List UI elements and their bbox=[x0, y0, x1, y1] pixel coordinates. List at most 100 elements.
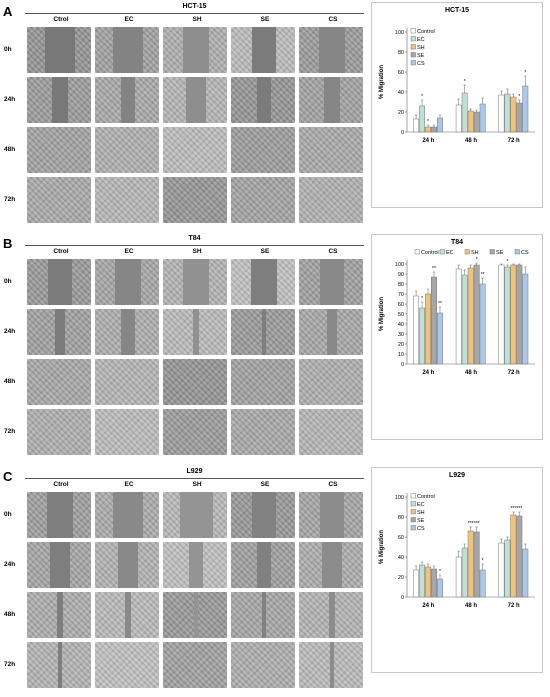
x-tick-label: 72 h bbox=[508, 603, 520, 609]
bar bbox=[425, 566, 431, 598]
bar bbox=[510, 264, 517, 365]
y-tick-label: 0 bbox=[401, 595, 404, 601]
micrograph-tile bbox=[298, 26, 364, 74]
legend-label: Control bbox=[417, 29, 435, 35]
y-tick-label: 100 bbox=[395, 495, 404, 501]
bar bbox=[431, 568, 437, 598]
micrograph-tile bbox=[230, 258, 296, 306]
bar bbox=[516, 102, 523, 133]
micrograph-tile bbox=[230, 408, 296, 456]
bar bbox=[419, 105, 425, 133]
bar bbox=[413, 118, 420, 133]
column-label: Ctrol bbox=[53, 16, 69, 23]
column-label: EC bbox=[124, 248, 134, 255]
wound-gap bbox=[330, 642, 334, 688]
micrograph-tile bbox=[26, 541, 92, 589]
micrograph-tile bbox=[26, 408, 92, 456]
wound-gap bbox=[322, 542, 342, 588]
bar bbox=[504, 539, 511, 598]
micrograph-tile bbox=[94, 408, 160, 456]
legend-label: CS bbox=[417, 61, 425, 67]
micrograph-tile bbox=[94, 258, 160, 306]
micrograph-tile bbox=[162, 258, 228, 306]
micrograph-tile bbox=[230, 491, 296, 539]
row-label: 0h bbox=[4, 46, 12, 53]
x-tick-label: 24 h bbox=[422, 370, 434, 376]
bar bbox=[498, 264, 505, 365]
bar bbox=[455, 104, 462, 133]
bar bbox=[461, 92, 468, 133]
y-tick-label: 20 bbox=[398, 575, 404, 581]
y-axis-label: % Migration bbox=[379, 65, 385, 99]
bar bbox=[473, 111, 480, 133]
wound-gap bbox=[113, 492, 143, 538]
legend-label: SH bbox=[417, 510, 425, 516]
micrograph-tile bbox=[162, 358, 228, 406]
wound-gap bbox=[121, 309, 135, 355]
wound-gap bbox=[189, 542, 203, 588]
legend-label: EC bbox=[417, 502, 425, 508]
significance-mark: * bbox=[421, 94, 423, 100]
micrograph-tile bbox=[162, 408, 228, 456]
row-label: 0h bbox=[4, 278, 12, 285]
micrograph-tile bbox=[26, 176, 92, 224]
legend-swatch bbox=[410, 28, 416, 34]
row-label: 48h bbox=[4, 146, 16, 153]
chart-box: HCT-15 0 20 40 60 80 100 % Migration 24 h * * 48 h *… bbox=[371, 2, 543, 208]
row-label: 24h bbox=[4, 96, 16, 103]
significance-mark: * bbox=[518, 94, 520, 100]
legend-swatch bbox=[410, 509, 416, 515]
column-label: SE bbox=[260, 248, 270, 255]
micrograph-tile bbox=[230, 76, 296, 124]
wound-gap bbox=[46, 492, 74, 538]
micrograph-tile bbox=[94, 541, 160, 589]
bar bbox=[516, 515, 523, 598]
row-label: 72h bbox=[4, 196, 16, 203]
y-tick-label: 80 bbox=[398, 282, 404, 288]
column-label: EC bbox=[124, 481, 134, 488]
micrograph-tile bbox=[298, 76, 364, 124]
wound-gap bbox=[320, 492, 344, 538]
micrograph-tile bbox=[298, 491, 364, 539]
row-label: 24h bbox=[4, 328, 16, 335]
bar bbox=[522, 273, 529, 365]
wound-gap bbox=[262, 309, 266, 355]
bar bbox=[455, 268, 462, 365]
micrograph-tile bbox=[162, 541, 228, 589]
chart-box: T84 0 10 20 30 40 50 60 70 80 90 100 % Migration 24 h… bbox=[371, 234, 543, 440]
micrograph-tile bbox=[26, 491, 92, 539]
y-tick-label: 40 bbox=[398, 555, 404, 561]
micrograph-tile bbox=[230, 308, 296, 356]
legend-swatch bbox=[514, 249, 520, 255]
micrograph-tile bbox=[162, 491, 228, 539]
y-tick-label: 80 bbox=[398, 50, 404, 56]
micrograph-tile bbox=[94, 26, 160, 74]
wound-gap bbox=[320, 259, 344, 305]
bar bbox=[467, 267, 474, 365]
column-label: EC bbox=[124, 16, 134, 23]
column-label: SH bbox=[192, 481, 202, 488]
bar bbox=[425, 293, 431, 365]
bar bbox=[473, 264, 480, 365]
micrograph-tile bbox=[26, 308, 92, 356]
wound-gap bbox=[118, 542, 138, 588]
y-tick-label: 50 bbox=[398, 312, 404, 318]
wound-gap bbox=[192, 309, 200, 355]
y-tick-label: 10 bbox=[398, 352, 404, 358]
bar bbox=[504, 93, 511, 133]
wound-gap bbox=[114, 259, 142, 305]
bar bbox=[522, 85, 529, 133]
legend-swatch bbox=[464, 249, 470, 255]
wound-gap bbox=[323, 77, 341, 123]
micrograph-tile bbox=[94, 126, 160, 174]
legend-swatch bbox=[439, 249, 445, 255]
bar bbox=[461, 274, 468, 365]
legend-swatch bbox=[410, 517, 416, 523]
wound-gap bbox=[194, 592, 198, 638]
column-label: SH bbox=[192, 248, 202, 255]
significance-mark: * bbox=[482, 558, 484, 564]
legend-label: SH bbox=[471, 250, 479, 256]
wound-gap bbox=[48, 259, 72, 305]
significance-mark: * bbox=[506, 259, 508, 265]
chart-title: T84 bbox=[451, 239, 463, 246]
